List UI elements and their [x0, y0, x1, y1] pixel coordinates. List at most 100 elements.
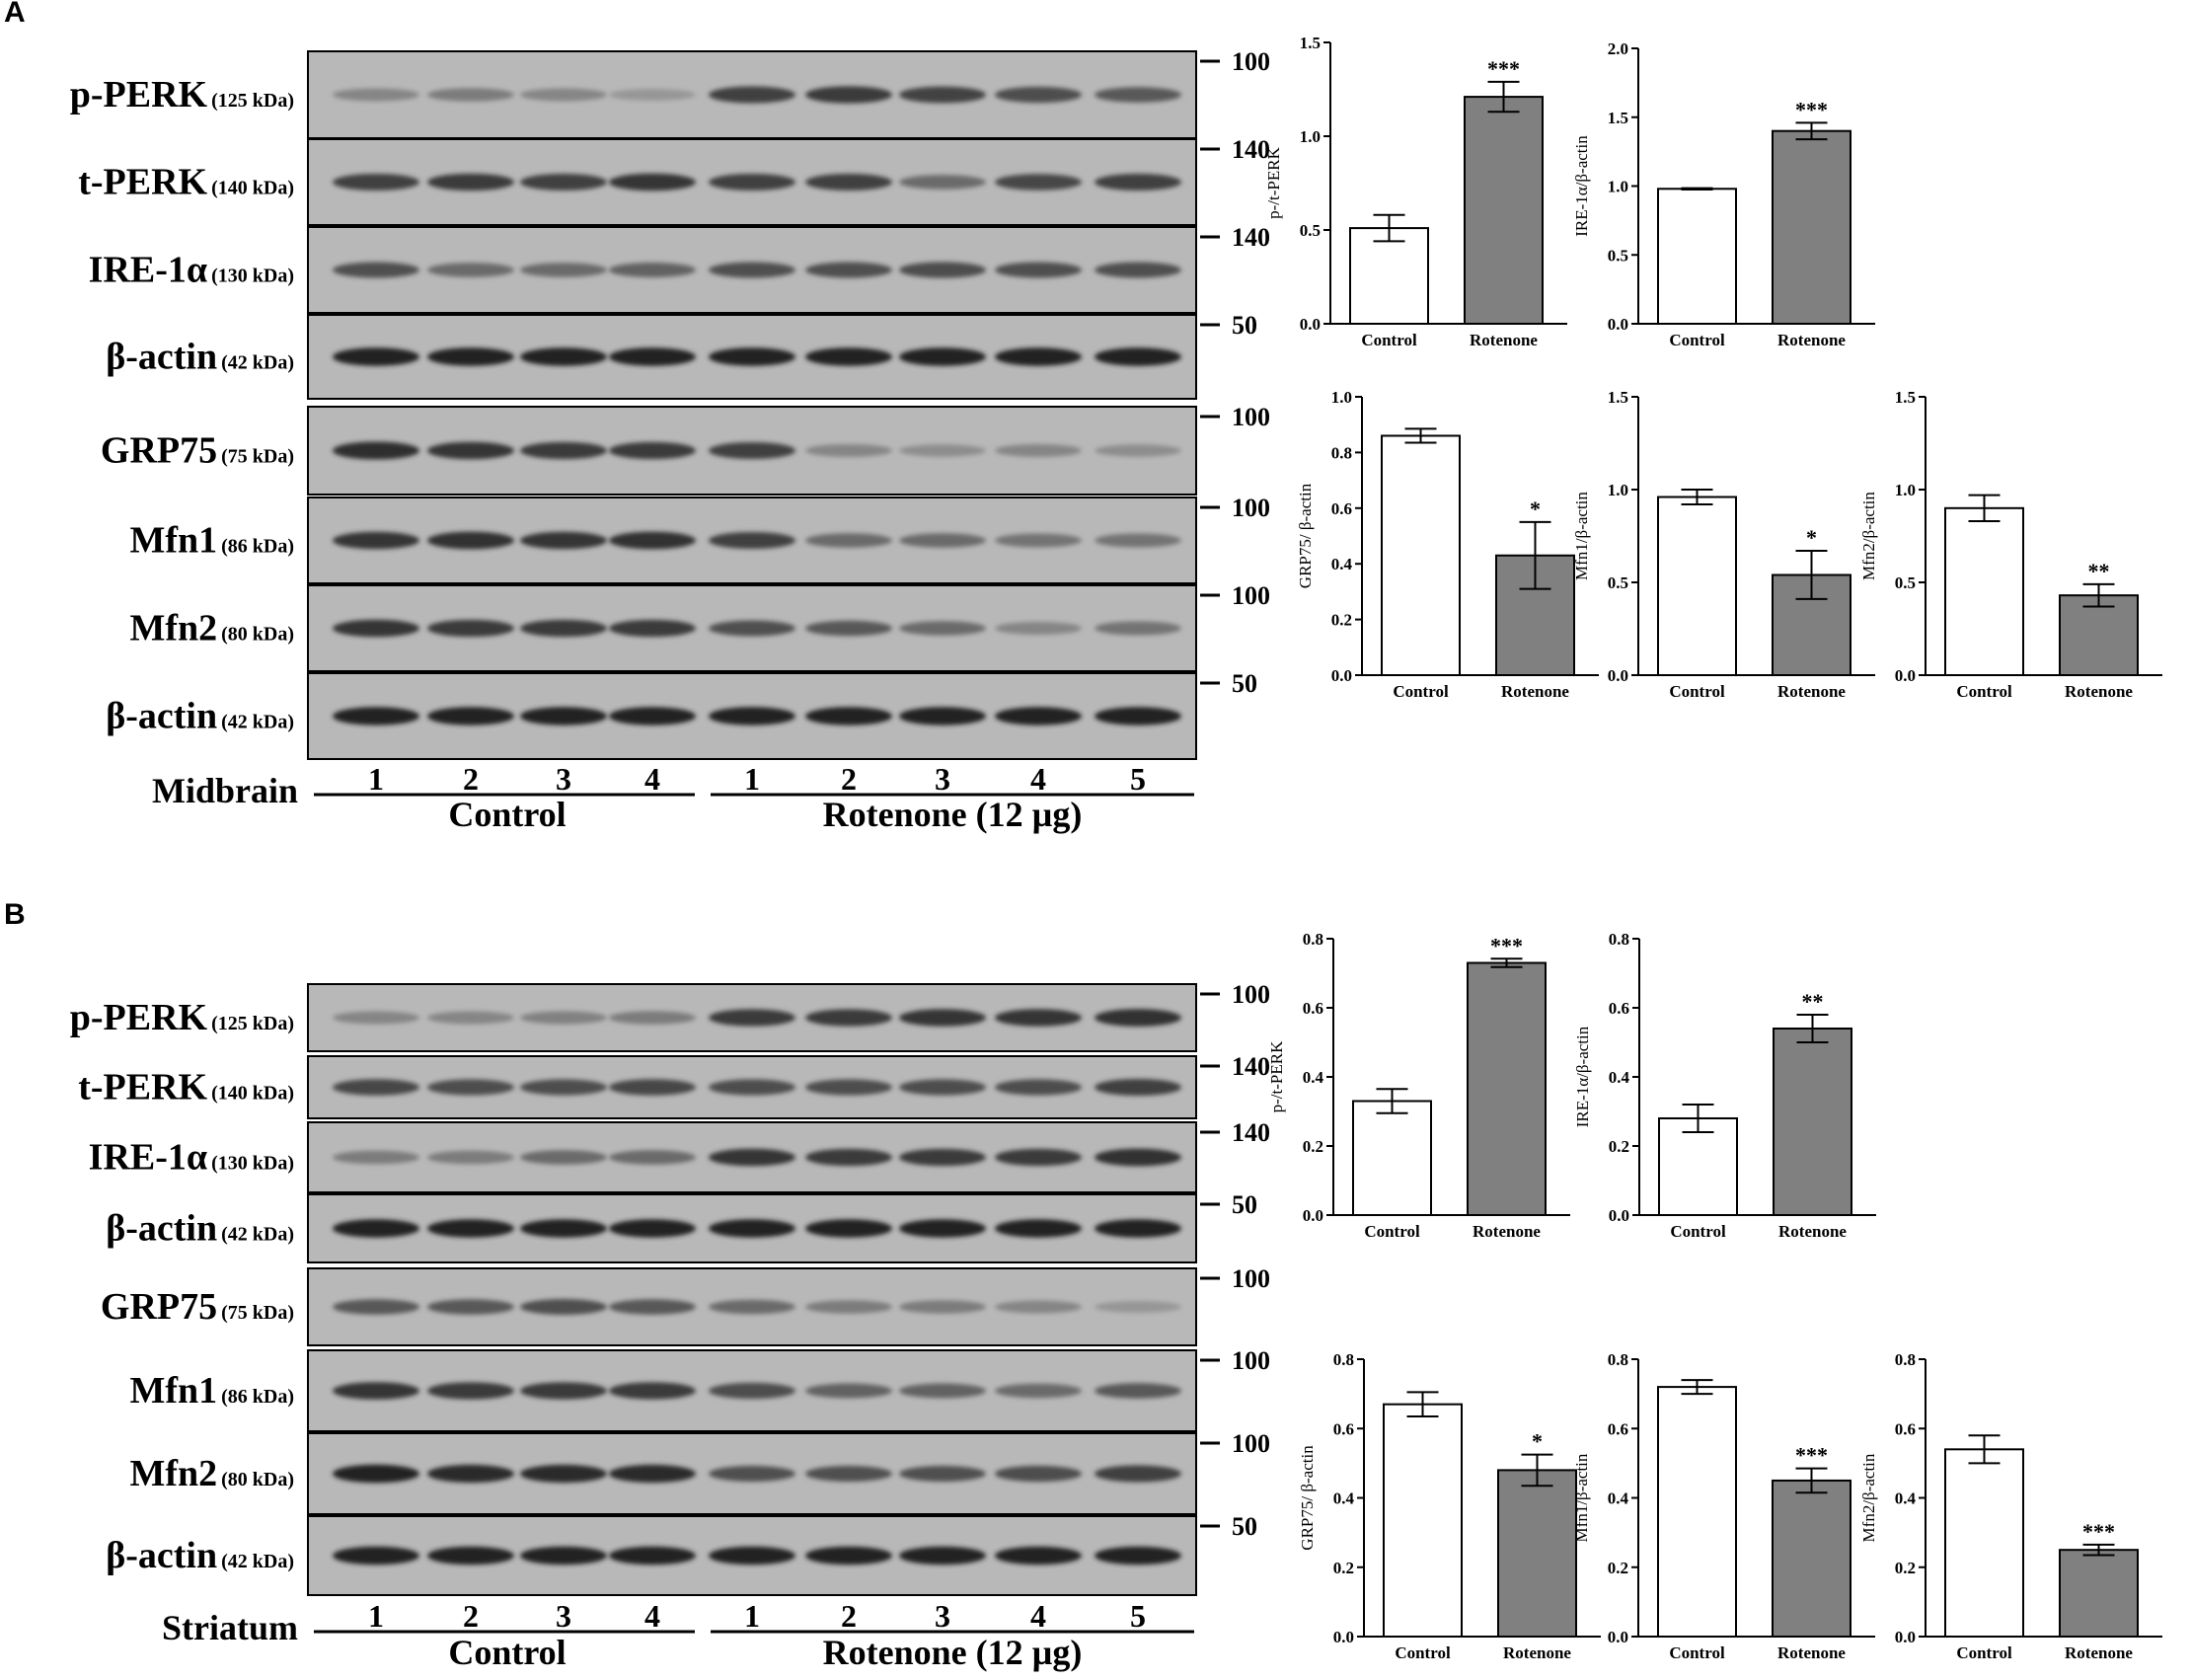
bar-control: [1657, 496, 1737, 676]
protein-name: β-actin: [106, 1208, 217, 1250]
blot-label: t-PERK (140 kDa): [78, 162, 294, 203]
blot-band: [333, 707, 419, 725]
category-label: Control: [1670, 1222, 1726, 1241]
lane-number: 3: [935, 1598, 950, 1634]
y-axis-label: GRP75/ β-actin: [1296, 483, 1315, 588]
blot-band: [995, 707, 1082, 725]
y-tick-label: 0.5: [1895, 573, 1916, 592]
blot-label: t-PERK (140 kDa): [78, 1067, 294, 1108]
marker-size: 100: [1232, 1429, 1270, 1458]
blot-band: [520, 347, 607, 366]
lane-number: 2: [841, 1598, 857, 1634]
molecular-weight: (75 kDa): [221, 1302, 294, 1324]
blot-band: [1095, 262, 1181, 278]
significance-marker: **: [2088, 559, 2110, 583]
blot-band: [709, 262, 795, 278]
blot-band: [1095, 1546, 1181, 1565]
blot-band: [899, 533, 986, 548]
blot-band: [1095, 621, 1181, 636]
blot-band: [805, 707, 892, 725]
molecular-weight: (130 kDa): [211, 266, 294, 287]
y-tick-label: 0.2: [1331, 611, 1352, 630]
blot-band: [333, 619, 419, 638]
blot-label: GRP75 (75 kDa): [101, 1286, 294, 1328]
blot-band: [333, 347, 419, 366]
y-axis-label: IRE-1α/β-actin: [1573, 1026, 1592, 1127]
blot-band: [609, 1219, 696, 1238]
molecular-weight: (86 kDa): [221, 536, 294, 558]
lane-number: 4: [1030, 1598, 1046, 1634]
y-tick-label: 0.0: [1300, 315, 1321, 334]
molecular-weight: (140 kDa): [211, 1083, 294, 1105]
blot-band: [520, 174, 607, 191]
blot-band: [899, 175, 986, 190]
panel-letter: B: [4, 898, 26, 931]
blot-band: [609, 1382, 696, 1400]
blot-band: [520, 1219, 607, 1238]
molecular-weight: (42 kDa): [221, 1224, 294, 1246]
blot-label: IRE-1α (130 kDa): [89, 1137, 294, 1179]
significance-marker: ***: [1487, 56, 1520, 81]
y-tick-label: 0.0: [1609, 1206, 1629, 1225]
blot-band: [427, 88, 514, 102]
marker-size: 140: [1232, 223, 1270, 252]
y-tick-label: 1.5: [1300, 34, 1321, 52]
lane-number: 2: [463, 761, 479, 797]
y-axis-label: p-/t-PERK: [1267, 1040, 1286, 1112]
significance-marker: **: [1802, 989, 1824, 1014]
blot-band: [899, 1079, 986, 1096]
molecular-weight: (130 kDa): [211, 1153, 294, 1175]
bar-control: [1381, 434, 1461, 677]
blot-band: [899, 1300, 986, 1314]
marker-size: 100: [1232, 1346, 1270, 1375]
category-label: Rotenone: [1503, 1643, 1571, 1662]
molecular-weight: (140 kDa): [211, 178, 294, 199]
blot-band: [520, 1546, 607, 1565]
y-tick-label: 0.2: [1333, 1559, 1354, 1577]
y-tick-label: 1.0: [1608, 481, 1628, 499]
category-label: Control: [1395, 1643, 1451, 1662]
lane-number: 1: [744, 761, 760, 797]
category-label: Control: [1669, 1643, 1725, 1662]
blot-band: [995, 1148, 1082, 1167]
y-tick-label: 0.4: [1895, 1489, 1917, 1508]
blot-band: [995, 622, 1082, 635]
blot-band: [1095, 1148, 1181, 1167]
blot-band: [899, 347, 986, 366]
y-tick-label: 0.8: [1333, 1350, 1354, 1369]
blot-band: [609, 1150, 696, 1165]
marker-size: 50: [1232, 311, 1257, 340]
blot-strip: [307, 1121, 1197, 1193]
protein-name: Mfn2: [129, 1453, 217, 1494]
bar-control: [1352, 1100, 1432, 1216]
blot-band: [1095, 87, 1181, 103]
lane-number: 3: [556, 1598, 571, 1634]
blot-band: [333, 262, 419, 278]
blot-band: [899, 1148, 986, 1167]
significance-marker: *: [1532, 1429, 1543, 1454]
y-tick-label: 0.4: [1333, 1489, 1355, 1508]
category-label: Control: [1956, 682, 2012, 701]
blot-band: [899, 86, 986, 104]
significance-marker: ***: [1795, 1443, 1828, 1468]
blot-band: [333, 1011, 419, 1025]
blot-band: [609, 1546, 696, 1565]
y-tick-label: 1.0: [1608, 178, 1628, 196]
protein-name: IRE-1α: [89, 1137, 207, 1179]
lane-number: 3: [935, 761, 950, 797]
marker-size: 100: [1232, 1264, 1270, 1293]
molecular-weight: (125 kDa): [211, 1013, 294, 1034]
blot-band: [609, 89, 696, 101]
y-tick-label: 0.6: [1333, 1419, 1354, 1438]
blot-band: [805, 347, 892, 366]
bar-chart-B-8: 0.0 0.2 0.4 0.6 0.8 GRP75/ β-actin Control Rote…: [1298, 1350, 1601, 1662]
lane-number: 4: [1030, 761, 1046, 797]
blot-band: [899, 1383, 986, 1399]
blot-strip: [307, 983, 1197, 1052]
blot-label: β-actin (42 kDa): [106, 1208, 294, 1250]
blot-band: [995, 86, 1082, 104]
y-tick-label: 0.0: [1608, 1628, 1628, 1646]
lane-number: 3: [556, 761, 571, 797]
blot-band: [333, 1546, 419, 1565]
